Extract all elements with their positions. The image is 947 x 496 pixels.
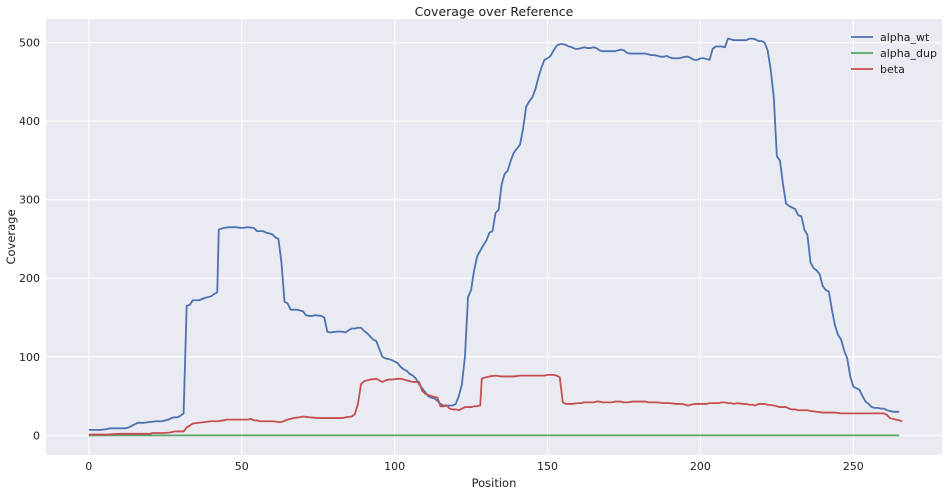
x-axis-ticks: 0 50 100 150 200 250 bbox=[85, 460, 864, 473]
legend-label-alpha-wt: alpha_wt bbox=[880, 31, 930, 44]
x-tick-label: 150 bbox=[537, 460, 558, 473]
x-tick-label: 50 bbox=[235, 460, 249, 473]
x-tick-label: 0 bbox=[85, 460, 92, 473]
y-axis-label: Coverage bbox=[4, 209, 18, 264]
x-tick-label: 250 bbox=[843, 460, 864, 473]
chart-title: Coverage over Reference bbox=[415, 4, 574, 19]
y-tick-label: 0 bbox=[33, 429, 40, 442]
y-tick-label: 200 bbox=[19, 272, 40, 285]
series-line-alpha-wt bbox=[88, 37, 900, 431]
y-tick-label: 500 bbox=[19, 37, 40, 50]
y-tick-label: 300 bbox=[19, 194, 40, 207]
x-tick-label: 100 bbox=[384, 460, 405, 473]
plot-area bbox=[46, 19, 942, 455]
legend-label-alpha-dup: alpha_dup bbox=[880, 47, 937, 60]
x-axis-label: Position bbox=[472, 476, 517, 490]
y-tick-label: 400 bbox=[19, 115, 40, 128]
x-tick-label: 200 bbox=[690, 460, 711, 473]
y-axis-ticks: 0 100 200 300 400 500 bbox=[19, 37, 40, 443]
series-line-beta bbox=[88, 373, 903, 436]
y-tick-label: 100 bbox=[19, 351, 40, 364]
series-layer bbox=[88, 37, 903, 437]
legend-label-beta: beta bbox=[880, 63, 905, 76]
